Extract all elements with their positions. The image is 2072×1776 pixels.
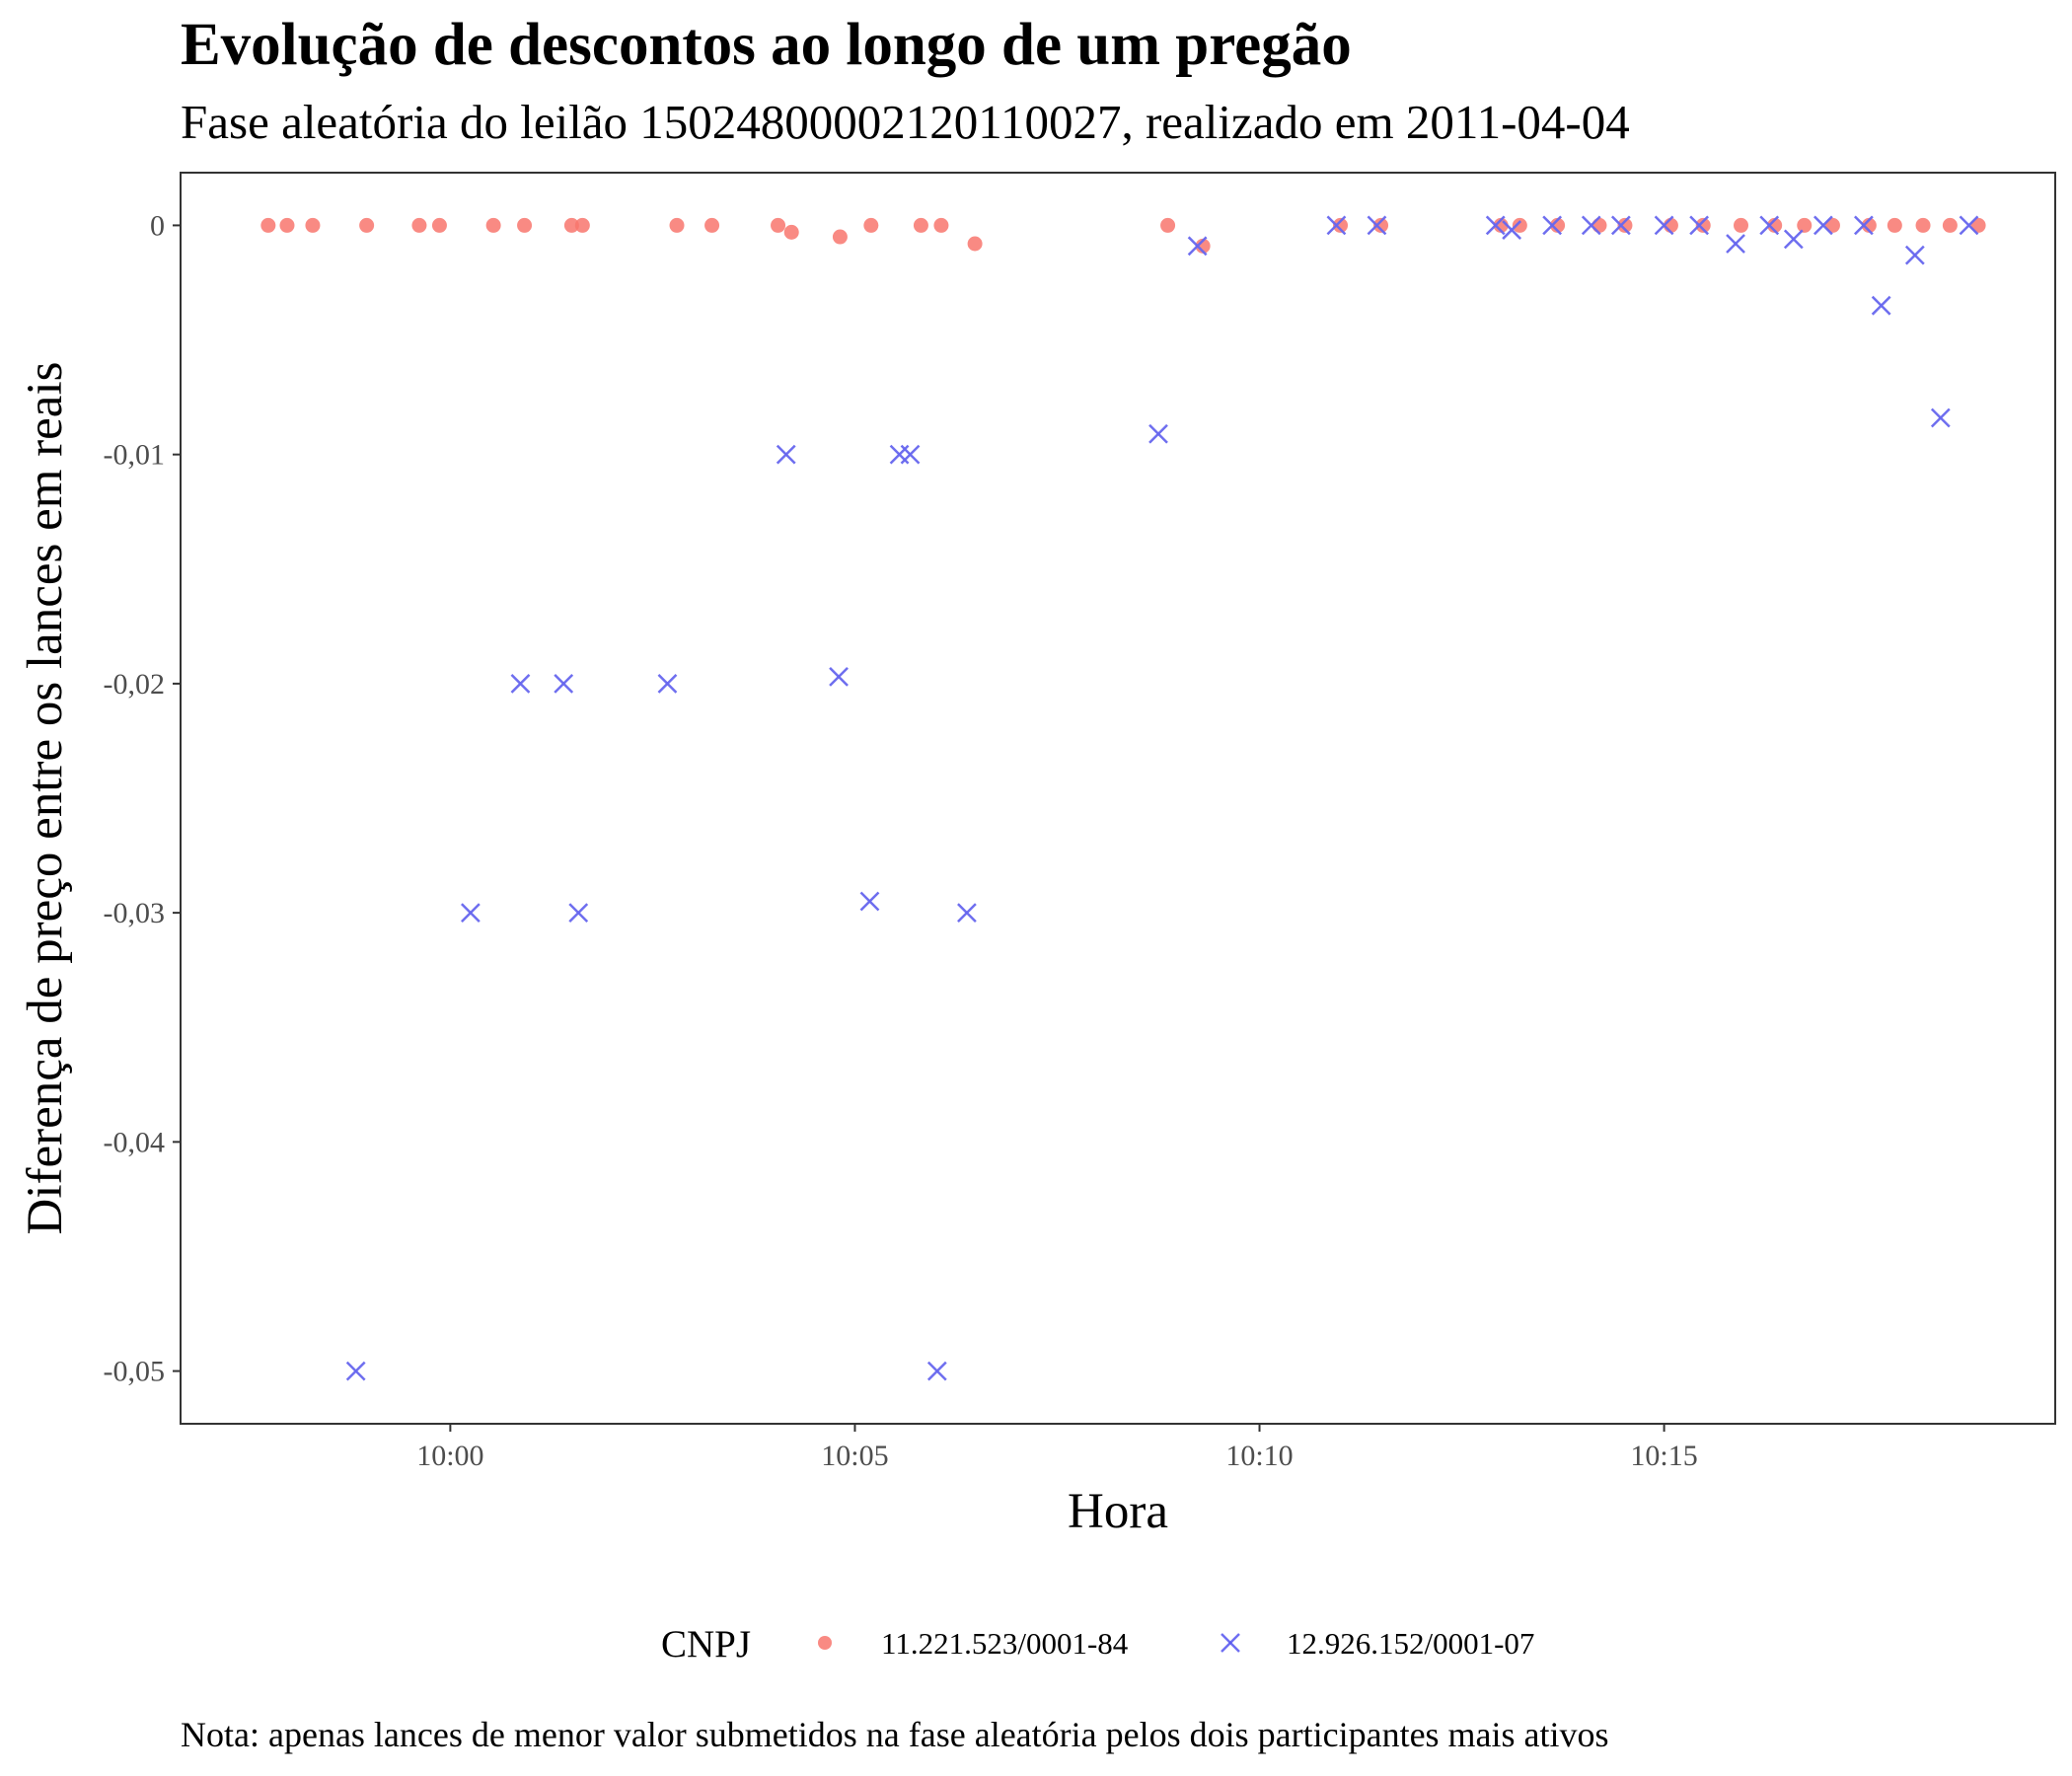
point-series-1 [1824, 217, 1840, 233]
point-series-1 [704, 217, 720, 233]
point-series-2 [1854, 215, 1874, 236]
point-series-2 [568, 903, 589, 924]
point-series-2 [1871, 295, 1891, 316]
point-series-2 [554, 673, 574, 694]
x-tick-label: 10:10 [1225, 1440, 1293, 1472]
point-series-2 [1904, 245, 1925, 265]
y-tick-label: -0,03 [104, 897, 166, 929]
y-axis: 0 -0,01 -0,02 -0,03 -0,04 -0,05 [104, 209, 181, 1388]
x-tick-label: 10:00 [416, 1440, 483, 1472]
y-tick-label: -0,05 [104, 1356, 166, 1388]
point-series-1 [1550, 217, 1566, 233]
point-series-1 [1887, 217, 1902, 233]
chart-subtitle: Fase aleatória do leilão 150248000021201… [181, 95, 1630, 149]
point-series-1 [563, 217, 579, 233]
point-series-2 [1783, 229, 1804, 250]
point-series-2 [510, 673, 531, 694]
point-series-2 [776, 444, 796, 465]
point-series-2 [957, 903, 977, 924]
point-series-1 [359, 217, 375, 233]
legend-key-circle [818, 1636, 832, 1650]
x-tick-label: 10:15 [1630, 1440, 1697, 1472]
point-series-1 [1970, 217, 1986, 233]
legend-label-series-1: 11.221.523/0001-84 [881, 1626, 1129, 1661]
point-series-1 [1915, 217, 1931, 233]
y-axis-title: Diferença de preço entre os lances em re… [18, 362, 73, 1235]
point-series-1 [279, 217, 295, 233]
x-tick-label: 10:05 [821, 1440, 888, 1472]
point-series-1 [1767, 217, 1783, 233]
point-series-1 [1942, 217, 1958, 233]
data-points [260, 215, 1986, 1381]
point-series-1 [1695, 217, 1711, 233]
x-axis-title: Hora [1068, 1484, 1168, 1539]
legend: CNPJ 11.221.523/0001-84 12.926.152/0001-… [661, 1623, 1534, 1665]
point-series-1 [260, 217, 276, 233]
chart-caption: Nota: apenas lances de menor valor subme… [181, 1715, 1609, 1754]
point-series-2 [926, 1361, 947, 1381]
legend-key-cross [1221, 1633, 1240, 1653]
y-tick-label: -0,04 [104, 1126, 166, 1158]
point-series-2 [1959, 215, 1979, 236]
y-tick-label: -0,02 [104, 668, 166, 701]
y-tick-label: -0,01 [104, 439, 166, 472]
point-series-2 [1930, 407, 1951, 428]
point-series-1 [967, 236, 983, 252]
point-series-2 [1485, 215, 1506, 236]
legend-title: CNPJ [661, 1623, 751, 1665]
point-series-1 [1797, 217, 1813, 233]
point-series-2 [1813, 215, 1833, 236]
point-series-1 [411, 217, 427, 233]
point-series-1 [1861, 217, 1877, 233]
point-series-1 [1734, 217, 1749, 233]
point-series-2 [829, 667, 849, 687]
point-series-1 [305, 217, 321, 233]
point-series-2 [1542, 215, 1563, 236]
point-series-1 [485, 217, 501, 233]
plot-panel [180, 172, 2056, 1425]
point-series-1 [933, 217, 949, 233]
point-series-2 [1502, 220, 1522, 240]
point-series-1 [832, 229, 848, 245]
point-series-2 [1187, 236, 1208, 257]
point-series-1 [574, 217, 590, 233]
legend-label-series-2: 12.926.152/0001-07 [1287, 1626, 1534, 1661]
point-series-1 [863, 217, 879, 233]
point-series-1 [431, 217, 447, 233]
point-series-1 [1333, 217, 1349, 233]
point-series-1 [771, 217, 786, 233]
point-series-2 [461, 903, 481, 924]
point-series-1 [1512, 217, 1527, 233]
point-series-1 [913, 217, 928, 233]
point-series-2 [1581, 215, 1601, 236]
point-series-1 [1195, 238, 1211, 254]
point-series-1 [517, 217, 533, 233]
point-series-2 [1367, 215, 1387, 236]
point-series-2 [345, 1361, 366, 1381]
point-series-2 [1726, 234, 1745, 254]
point-series-2 [859, 891, 880, 912]
point-series-2 [1326, 215, 1347, 236]
point-series-2 [1689, 215, 1710, 236]
point-series-2 [1654, 215, 1674, 236]
point-series-1 [1160, 217, 1176, 233]
y-tick-label: 0 [150, 209, 165, 242]
point-series-1 [669, 217, 685, 233]
point-series-2 [657, 673, 678, 694]
chart-title: Evolução de descontos ao longo de um pre… [181, 12, 1352, 78]
x-axis: 10:00 10:05 10:10 10:15 [416, 1424, 1698, 1472]
point-series-2 [1148, 423, 1168, 444]
point-series-2 [1759, 215, 1780, 236]
point-series-1 [1373, 217, 1389, 233]
point-series-1 [1591, 217, 1607, 233]
point-series-2 [1610, 215, 1631, 236]
point-series-1 [783, 224, 799, 240]
point-series-1 [1617, 217, 1633, 233]
point-series-2 [900, 444, 921, 465]
